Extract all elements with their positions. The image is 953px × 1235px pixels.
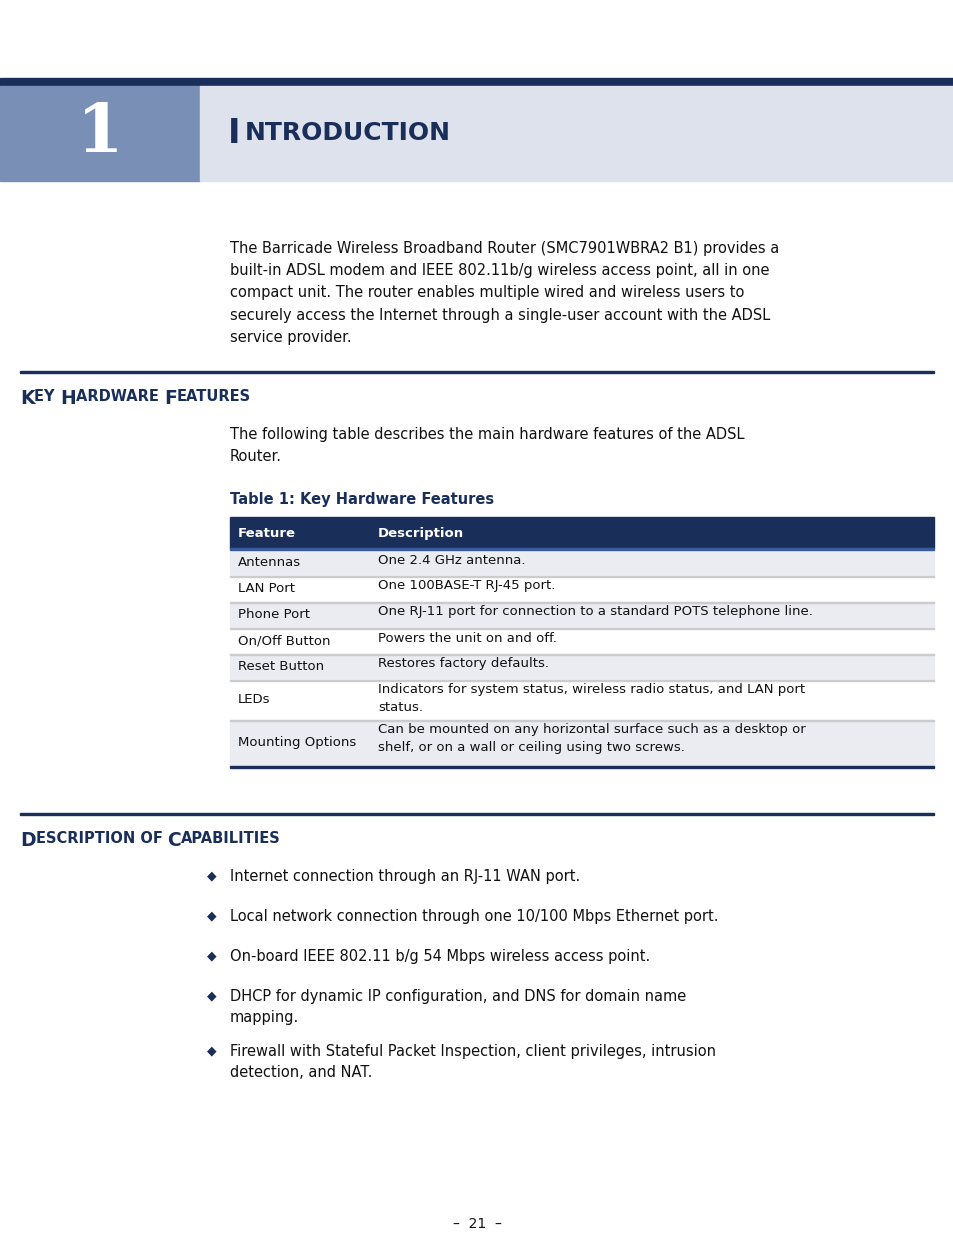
Bar <box>230 550 933 576</box>
Text: K: K <box>20 389 34 408</box>
Bar <box>0 86 200 182</box>
Text: Can be mounted on any horizontal surface such as a desktop or
shelf, or on a wal: Can be mounted on any horizontal surface… <box>377 724 805 755</box>
Text: ◆: ◆ <box>207 989 216 1002</box>
Text: One 2.4 GHz antenna.: One 2.4 GHz antenna. <box>377 553 525 567</box>
Text: The following table describes the main hardware features of the ADSL
Router.: The following table describes the main h… <box>230 427 743 463</box>
Text: DHCP for dynamic IP configuration, and DNS for domain name
mapping.: DHCP for dynamic IP configuration, and D… <box>230 989 685 1025</box>
Text: LAN Port: LAN Port <box>237 582 294 595</box>
Text: Phone Port: Phone Port <box>237 608 310 621</box>
Text: Powers the unit on and off.: Powers the unit on and off. <box>377 631 557 645</box>
Text: Indicators for system status, wireless radio status, and LAN port
status.: Indicators for system status, wireless r… <box>377 683 804 714</box>
Text: ◆: ◆ <box>207 1044 216 1057</box>
Bar <box>230 547 933 550</box>
Bar <box>230 601 933 627</box>
Bar <box>230 679 933 720</box>
Text: ◆: ◆ <box>207 948 216 962</box>
Text: LEDs: LEDs <box>237 693 271 706</box>
Bar <box>230 766 933 768</box>
Text: Description: Description <box>377 527 464 540</box>
Bar <box>200 86 953 182</box>
Text: The Barricade Wireless Broadband Router (SMC7901WBRA2 B1) provides a
built-in AD: The Barricade Wireless Broadband Router … <box>230 241 779 345</box>
Text: C: C <box>168 831 181 850</box>
Text: NTRODUCTION: NTRODUCTION <box>245 121 451 146</box>
Text: One 100BASE-T RJ-45 port.: One 100BASE-T RJ-45 port. <box>377 579 555 593</box>
Text: Feature: Feature <box>237 527 295 540</box>
Text: ARDWARE: ARDWARE <box>76 389 164 404</box>
Text: Reset Button: Reset Button <box>237 659 324 673</box>
Text: –  21  –: – 21 – <box>452 1216 501 1231</box>
Bar <box>230 517 933 520</box>
Text: H: H <box>60 389 76 408</box>
Text: ◆: ◆ <box>207 869 216 882</box>
Text: Firewall with Stateful Packet Inspection, client privileges, intrusion
detection: Firewall with Stateful Packet Inspection… <box>230 1044 716 1079</box>
Bar <box>0 78 953 86</box>
Text: Internet connection through an RJ-11 WAN port.: Internet connection through an RJ-11 WAN… <box>230 869 579 884</box>
Text: APABILITIES: APABILITIES <box>181 831 281 846</box>
Text: F: F <box>164 389 176 408</box>
Text: Antennas: Antennas <box>237 556 301 569</box>
Bar <box>20 370 933 373</box>
Text: Table 1: Key Hardware Features: Table 1: Key Hardware Features <box>230 492 494 508</box>
Text: D: D <box>20 831 35 850</box>
Text: ◆: ◆ <box>207 909 216 923</box>
Bar <box>230 627 933 653</box>
Text: Restores factory defaults.: Restores factory defaults. <box>377 657 548 671</box>
Text: On/Off Button: On/Off Button <box>237 634 330 647</box>
Bar <box>20 813 933 815</box>
Text: EATURES: EATURES <box>176 389 251 404</box>
Bar <box>230 520 933 547</box>
Text: ESCRIPTION OF: ESCRIPTION OF <box>35 831 168 846</box>
Text: 1: 1 <box>77 101 123 165</box>
Text: Local network connection through one 10/100 Mbps Ethernet port.: Local network connection through one 10/… <box>230 909 718 924</box>
Text: EY: EY <box>34 389 60 404</box>
Text: Mounting Options: Mounting Options <box>237 736 355 748</box>
Bar <box>230 653 933 679</box>
Text: On-board IEEE 802.11 b/g 54 Mbps wireless access point.: On-board IEEE 802.11 b/g 54 Mbps wireles… <box>230 948 650 965</box>
Bar <box>230 576 933 601</box>
Text: One RJ-11 port for connection to a standard POTS telephone line.: One RJ-11 port for connection to a stand… <box>377 605 812 619</box>
Text: I: I <box>228 117 240 149</box>
Bar <box>230 720 933 766</box>
